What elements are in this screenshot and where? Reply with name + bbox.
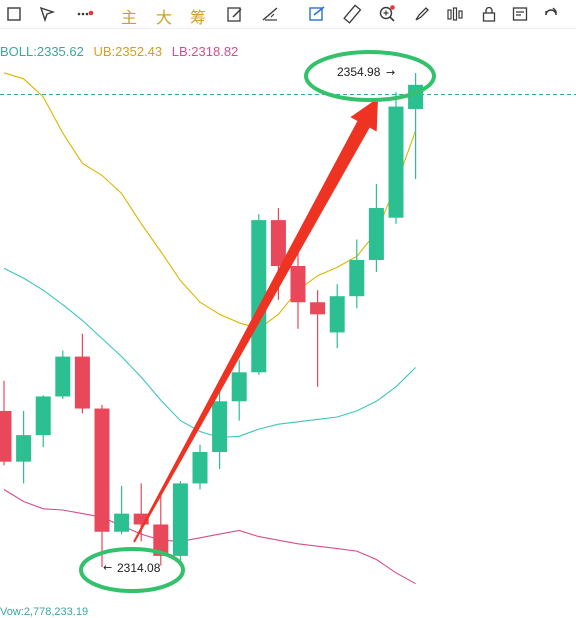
- candle-body: [251, 220, 267, 373]
- lock-icon[interactable]: [478, 3, 500, 25]
- big-char-icon[interactable]: 大: [156, 8, 173, 27]
- volume-label: Vow:2,778,233.19: [0, 606, 89, 618]
- candle-body: [290, 266, 306, 303]
- ruler-icon[interactable]: [342, 3, 364, 25]
- high-highlight-circle: [304, 50, 436, 102]
- low-pointer-arrow: ←: [103, 561, 112, 574]
- candle-body: [35, 396, 51, 436]
- magnet-icon[interactable]: [540, 3, 562, 25]
- candle-body: [114, 513, 130, 532]
- chart-tool-icon[interactable]: [306, 3, 328, 25]
- candles-icon[interactable]: [444, 3, 466, 25]
- upper-band-line: [3, 72, 417, 330]
- chip-char-icon[interactable]: 筹: [190, 8, 207, 27]
- candle-body: [349, 259, 365, 297]
- brush-icon[interactable]: [410, 3, 432, 25]
- boll-legend: BOLL:2335.62 UB:2352.43 LB:2318.82: [0, 44, 244, 59]
- candle-body: [94, 408, 110, 532]
- candle-body: [74, 356, 90, 409]
- line-tool-icon[interactable]: [259, 3, 281, 25]
- line-style-icon[interactable]: [73, 3, 95, 25]
- candle-body: [231, 372, 247, 402]
- candle-body: [192, 452, 208, 484]
- boll-value: BOLL:2335.62: [0, 44, 84, 59]
- cursor-arrow-icon[interactable]: [36, 3, 58, 25]
- candle-body: [0, 410, 12, 462]
- low-price-label: 2314.08: [117, 561, 161, 575]
- lb-value: LB:2318.82: [171, 44, 239, 59]
- trend-arrow: [133, 97, 378, 543]
- draw-edit-icon[interactable]: [224, 3, 246, 25]
- candle-body: [212, 401, 228, 453]
- candle-body: [310, 302, 326, 315]
- edit-doc-icon[interactable]: [509, 3, 531, 25]
- candle-body: [16, 435, 32, 462]
- lower-band-line: [3, 489, 416, 585]
- zoom-in-icon[interactable]: [376, 3, 398, 25]
- low-highlight-circle: [79, 547, 185, 593]
- high-pointer-arrow: →: [386, 66, 395, 79]
- candle-body: [388, 106, 404, 218]
- candle-body: [55, 356, 71, 397]
- ub-value: UB:2352.43: [93, 44, 163, 59]
- main-char-icon[interactable]: 主: [121, 8, 138, 27]
- middle-band-line: [3, 267, 416, 439]
- candle-body: [329, 296, 345, 333]
- candle-body: [133, 513, 149, 525]
- drawing-toolbar: 主大筹: [0, 0, 576, 29]
- high-price-label: 2354.98: [337, 65, 381, 79]
- candle-body: [270, 220, 286, 267]
- rectangle-icon[interactable]: [3, 3, 25, 25]
- candle-body: [172, 483, 188, 556]
- candle-body: [368, 208, 384, 260]
- candle-body: [153, 524, 169, 556]
